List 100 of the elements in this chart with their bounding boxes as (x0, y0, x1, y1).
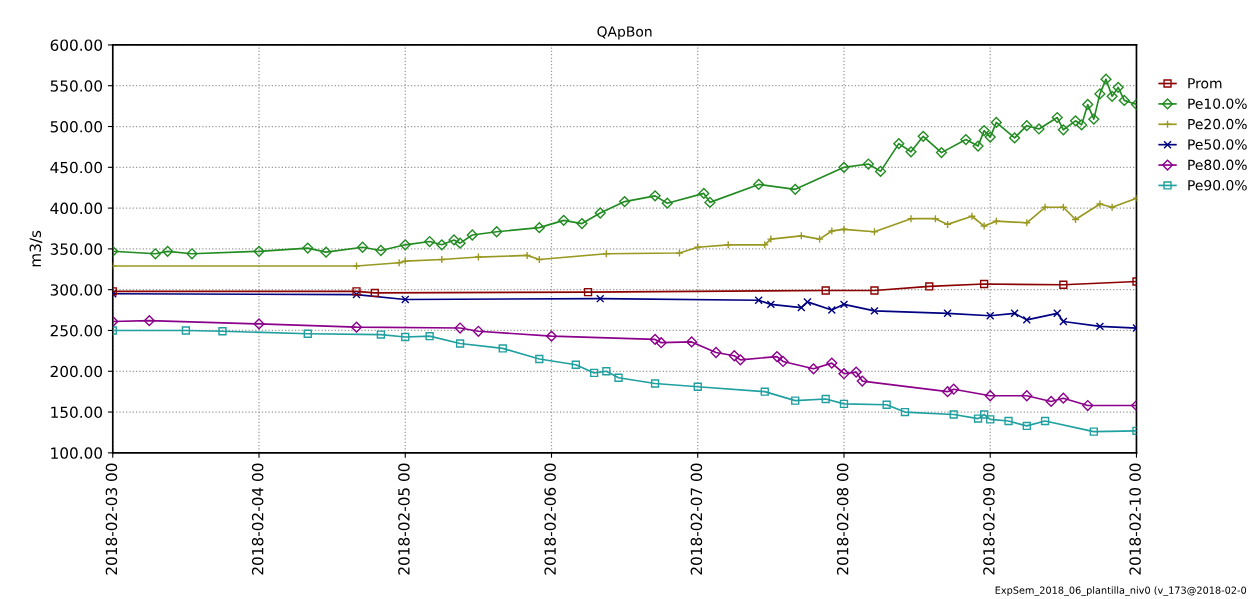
point (704, 196, 716, 208)
y-tick-label: 250.00 (50, 324, 103, 337)
point (425, 332, 434, 341)
point (1053, 309, 1062, 318)
point (839, 399, 849, 409)
point (253, 245, 265, 257)
y-tick-label: 400.00 (50, 202, 103, 215)
point (181, 326, 191, 335)
point (1076, 119, 1088, 131)
point (789, 183, 801, 195)
point (984, 131, 996, 143)
y-tick-label: 100.00 (51, 447, 103, 459)
point (1008, 132, 1021, 144)
point (960, 133, 972, 146)
point (320, 246, 332, 258)
point (893, 138, 905, 150)
legend-label: Pe10.0% (1188, 98, 1247, 109)
point (905, 146, 917, 158)
legend-label: Pe90.0% (1188, 180, 1247, 191)
point (979, 410, 989, 419)
y-tick-label: 150.00 (51, 406, 103, 419)
point (686, 336, 698, 348)
point (303, 329, 312, 338)
point (401, 332, 410, 342)
point (614, 373, 623, 382)
point (571, 360, 581, 369)
point (1051, 111, 1063, 124)
x-tick-label: 2018-02-03 00 (105, 463, 118, 575)
point (370, 288, 379, 298)
point (356, 241, 369, 253)
point (1100, 73, 1112, 85)
point (874, 165, 887, 177)
point (734, 354, 747, 366)
point (917, 130, 929, 142)
point (619, 195, 631, 208)
point (448, 234, 460, 246)
legend-label: Pe50.0% (1188, 139, 1247, 150)
point (821, 394, 830, 404)
y-tick-label: 350.00 (50, 243, 103, 255)
point (1059, 280, 1068, 289)
point (455, 339, 465, 348)
y-tick-label: 300.00 (50, 284, 103, 296)
y-tick-label: 500.00 (50, 120, 103, 133)
point (558, 214, 570, 226)
point (753, 178, 765, 191)
point (1082, 399, 1094, 412)
point (436, 239, 448, 251)
x-tick-label: 2018-02-07 00 (690, 463, 703, 575)
point (375, 244, 387, 257)
point (535, 354, 544, 364)
point (797, 303, 806, 312)
point (771, 350, 783, 363)
point (827, 226, 836, 236)
point (472, 325, 484, 337)
point (1088, 113, 1100, 125)
point (1059, 317, 1068, 326)
point (474, 252, 483, 262)
point (675, 248, 684, 258)
point (979, 221, 989, 231)
point (649, 333, 661, 346)
point (650, 379, 660, 388)
point (218, 327, 227, 336)
point (862, 158, 874, 170)
point (649, 190, 661, 202)
point (589, 368, 599, 378)
point (949, 410, 958, 419)
point (754, 296, 763, 305)
point (826, 357, 838, 369)
point (302, 242, 314, 254)
point (545, 330, 558, 342)
point (1082, 98, 1094, 111)
x-tick-label: 2018-02-04 00 (251, 463, 264, 575)
point (376, 330, 386, 339)
point (986, 311, 995, 320)
point (766, 234, 776, 244)
point (466, 229, 478, 241)
point (941, 386, 954, 398)
point (1045, 395, 1057, 408)
point (1107, 203, 1117, 212)
point (986, 415, 995, 424)
x-tick-label: 2018-02-06 00 (544, 463, 556, 575)
point (935, 147, 948, 159)
point (838, 161, 850, 173)
point (766, 300, 776, 309)
legend-label: Pe20.0% (1188, 118, 1247, 130)
point (827, 305, 836, 315)
point (661, 197, 673, 209)
point (424, 235, 436, 248)
x-tick-label: 2018-02-05 00 (398, 463, 410, 575)
point (850, 366, 862, 378)
point (815, 234, 824, 244)
point (760, 387, 769, 396)
point (1112, 81, 1124, 93)
legend-label: Pe80.0% (1188, 159, 1247, 171)
point (401, 295, 410, 304)
point (807, 363, 820, 375)
point (906, 214, 916, 223)
point (984, 390, 996, 402)
point (1057, 392, 1069, 404)
point (925, 282, 934, 291)
